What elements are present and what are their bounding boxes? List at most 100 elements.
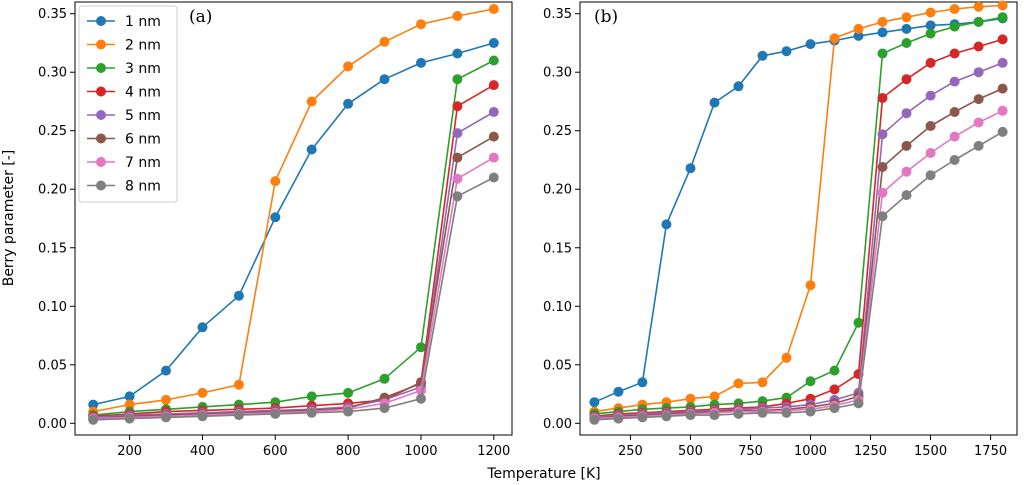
data-point (781, 407, 792, 418)
y-tick-label: 0.05 (38, 358, 67, 373)
data-point (757, 377, 768, 388)
data-point (270, 176, 281, 187)
data-point (997, 105, 1008, 116)
x-tick-label: 1500 (914, 444, 947, 459)
data-point (877, 129, 888, 140)
legend-entry: 2 nm (125, 38, 161, 54)
data-point (589, 414, 600, 425)
data-point (661, 411, 672, 422)
data-point (379, 74, 390, 85)
data-point (197, 322, 208, 333)
data-point (685, 393, 696, 404)
x-axis-label: Temperature [K] (486, 466, 600, 482)
data-point (233, 410, 244, 421)
data-point (973, 67, 984, 78)
data-point (973, 16, 984, 27)
data-point (757, 407, 768, 418)
data-point (805, 406, 816, 417)
data-point (925, 121, 936, 131)
data-point (949, 107, 960, 117)
data-point (853, 398, 864, 409)
data-point (270, 212, 281, 223)
data-point (416, 19, 426, 30)
series-line (93, 8, 494, 413)
data-point (637, 412, 648, 423)
data-point (343, 406, 354, 417)
data-point (379, 36, 390, 47)
legend-entry: 4 nm (125, 85, 161, 101)
legend-entry: 1 nm (125, 14, 161, 30)
legend-swatch-marker (96, 16, 106, 26)
y-tick-label: 0.10 (38, 300, 67, 315)
data-point (709, 410, 720, 421)
data-point (488, 38, 499, 48)
series-line (93, 135, 495, 420)
data-point (88, 399, 99, 410)
x-tick-label: 1200 (477, 444, 510, 459)
data-point (973, 41, 984, 52)
y-tick-label: 0.30 (38, 66, 67, 81)
x-tick-label: 600 (263, 444, 288, 459)
data-point (973, 117, 984, 128)
data-point (973, 140, 984, 151)
data-point (949, 76, 960, 87)
panel-label: (a) (189, 7, 212, 27)
data-point (805, 39, 816, 50)
data-point (161, 412, 171, 423)
data-point (124, 399, 135, 410)
data-point (416, 342, 426, 353)
data-point (901, 190, 912, 201)
data-point (661, 219, 672, 230)
data-point (488, 131, 499, 142)
data-point (949, 155, 960, 165)
data-point (343, 98, 354, 109)
y-tick-label: 0.00 (543, 417, 572, 432)
data-point (781, 46, 792, 57)
data-point (901, 12, 912, 23)
data-point (877, 187, 888, 198)
y-tick-label: 0.00 (38, 417, 67, 432)
y-axis-label: Berry parameter [-] (1, 150, 17, 287)
data-point (88, 414, 99, 425)
data-point (452, 101, 463, 112)
data-point (901, 108, 912, 119)
data-point (925, 148, 936, 158)
data-point (685, 163, 696, 174)
data-point (233, 379, 244, 390)
panel-label: (b) (594, 7, 618, 27)
data-point (488, 80, 499, 91)
data-point (997, 126, 1008, 137)
data-point (161, 365, 171, 376)
data-point (877, 16, 888, 27)
data-point (925, 90, 936, 101)
legend-swatch-marker (96, 133, 106, 144)
data-point (452, 152, 463, 163)
legend-swatch-marker (96, 180, 106, 191)
data-point (877, 48, 888, 59)
data-point (637, 377, 648, 388)
data-point (805, 280, 816, 291)
panel-a: 200 400 600 800 1000 1200 0.00 0.05 0.10 0.15 0.20… (38, 1, 513, 459)
data-point (949, 4, 960, 14)
y-tick-label: 0.15 (543, 241, 572, 256)
y-tick-label: 0.30 (543, 66, 572, 81)
data-point (452, 191, 463, 202)
data-point (124, 413, 135, 424)
legend-entry: 8 nm (125, 179, 161, 195)
legend-swatch-marker (96, 39, 106, 50)
data-point (829, 33, 840, 44)
data-point (973, 1, 984, 12)
data-point (733, 378, 744, 389)
data-point (685, 410, 696, 421)
y-tick-label: 0.25 (38, 124, 67, 139)
x-tick-label: 800 (336, 444, 361, 459)
data-point (781, 352, 792, 363)
data-point (589, 397, 600, 408)
data-point (306, 144, 317, 155)
data-point (709, 97, 720, 108)
data-point (805, 376, 816, 387)
series-line (93, 84, 495, 418)
data-point (829, 384, 840, 395)
data-point (925, 28, 936, 39)
